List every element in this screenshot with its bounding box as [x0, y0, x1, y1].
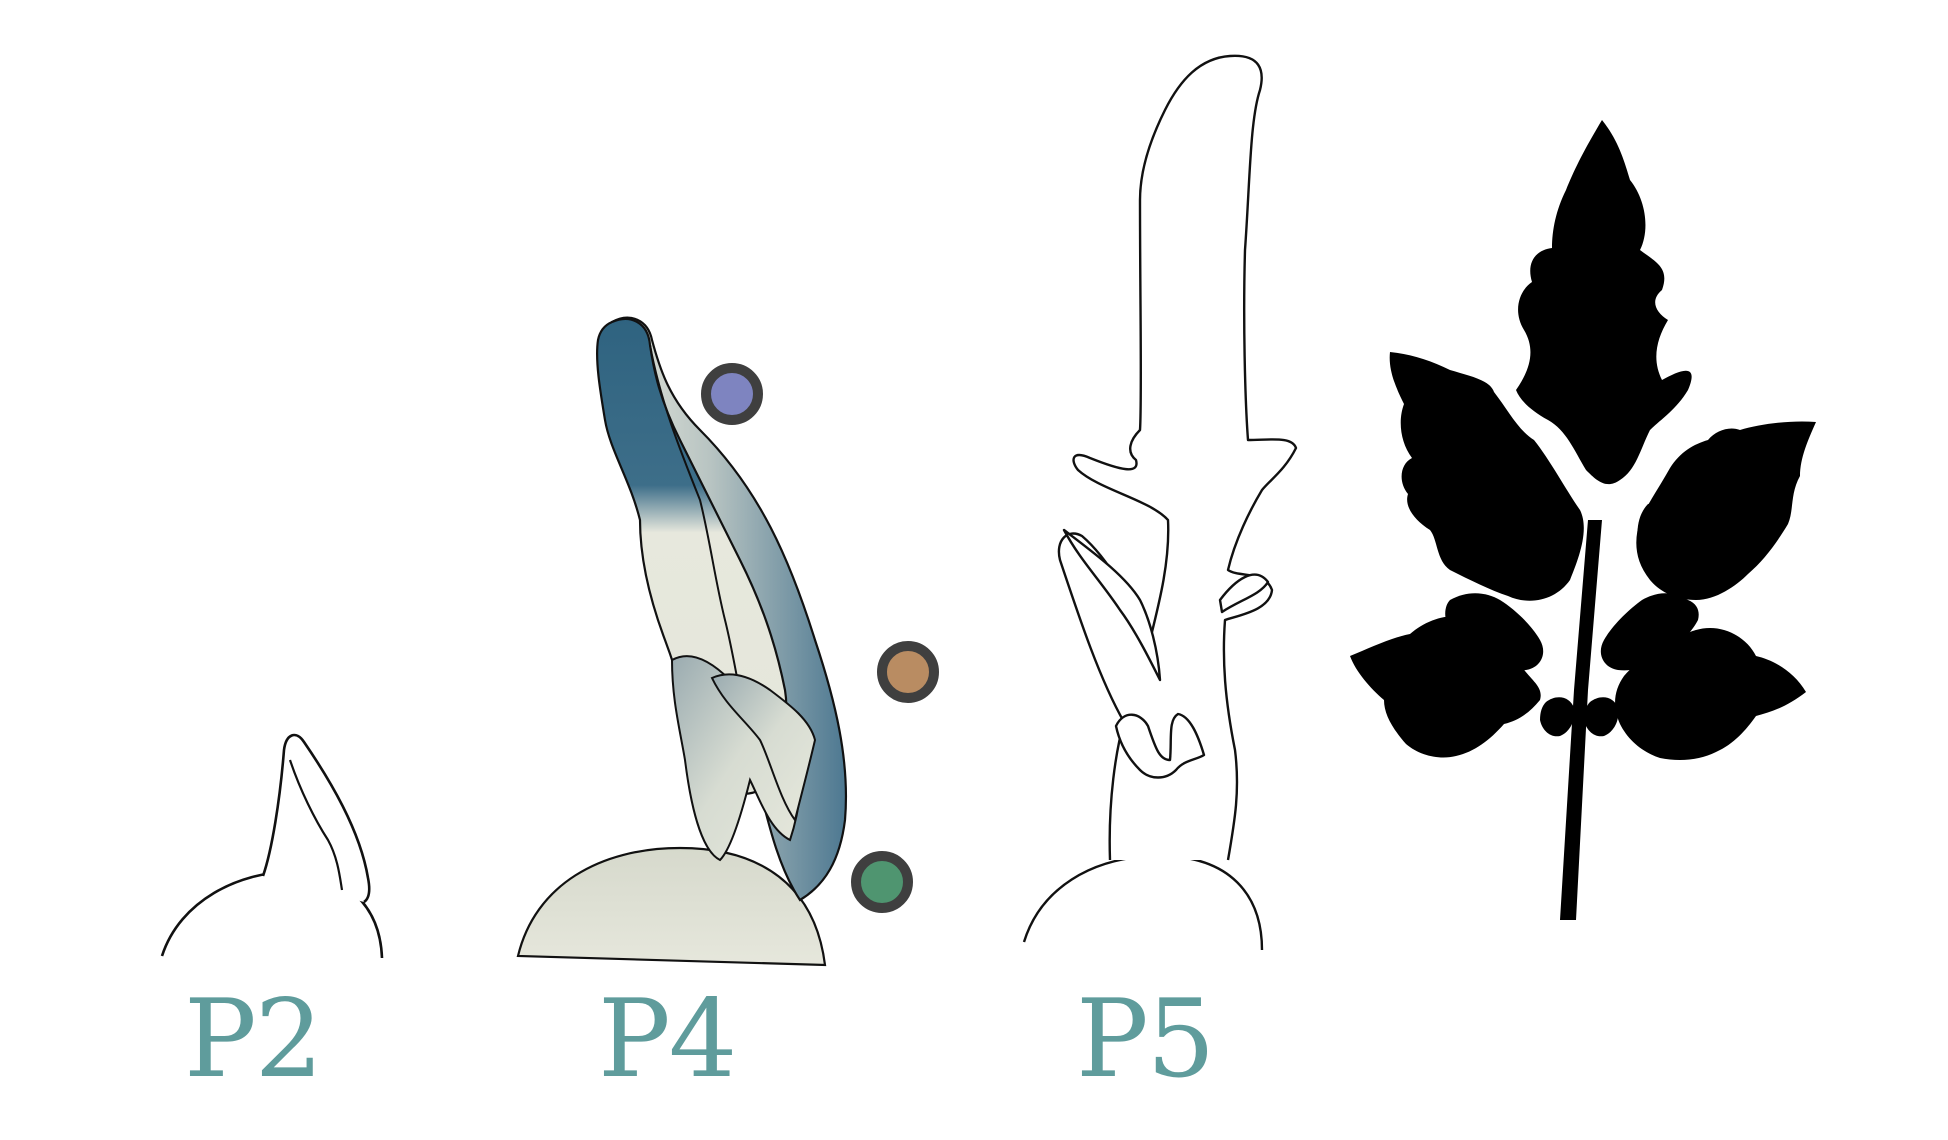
p5-inner-lobe-right [1218, 573, 1270, 614]
tan-marker [877, 641, 939, 703]
leaf-mid-left-leaflet [1445, 593, 1544, 671]
leaf-small-left-leaflet [1485, 502, 1524, 563]
leaf-upper-right-leaflet [1636, 421, 1816, 600]
purple-marker [701, 363, 763, 425]
p5-inner-lobe-left [1062, 528, 1162, 682]
leaf-mid-right-leaflet [1600, 593, 1699, 671]
mature-leaf-silhouette [1350, 120, 1816, 920]
p5-primordium [1022, 54, 1298, 951]
leaf-upper-left-leaflet [1389, 352, 1584, 601]
leaf-small-right-leaflet [1637, 503, 1669, 558]
label-p5: P5 [1076, 977, 1215, 1102]
leaf-basal-right-leaflet [1584, 697, 1619, 737]
leaf-lower-right-leaflet [1615, 628, 1806, 760]
leaf-rachis [1560, 520, 1602, 920]
p2-primordium [160, 733, 384, 959]
p2-leaf-inner-edge [288, 759, 344, 891]
p4-leaflet-upper [710, 673, 817, 823]
p5-meristem-dome [1022, 854, 1264, 951]
label-p4: P4 [598, 977, 737, 1102]
leaf-terminal-leaflet [1516, 120, 1692, 485]
p4-markers [701, 363, 939, 913]
leaf-basal-left-leaflet [1540, 697, 1575, 737]
p4-primordium [516, 316, 848, 967]
p5-basal-leaflets [1114, 712, 1206, 779]
green-marker [851, 851, 913, 913]
p4-meristem-dome [516, 846, 827, 967]
label-p2: P2 [184, 977, 323, 1102]
